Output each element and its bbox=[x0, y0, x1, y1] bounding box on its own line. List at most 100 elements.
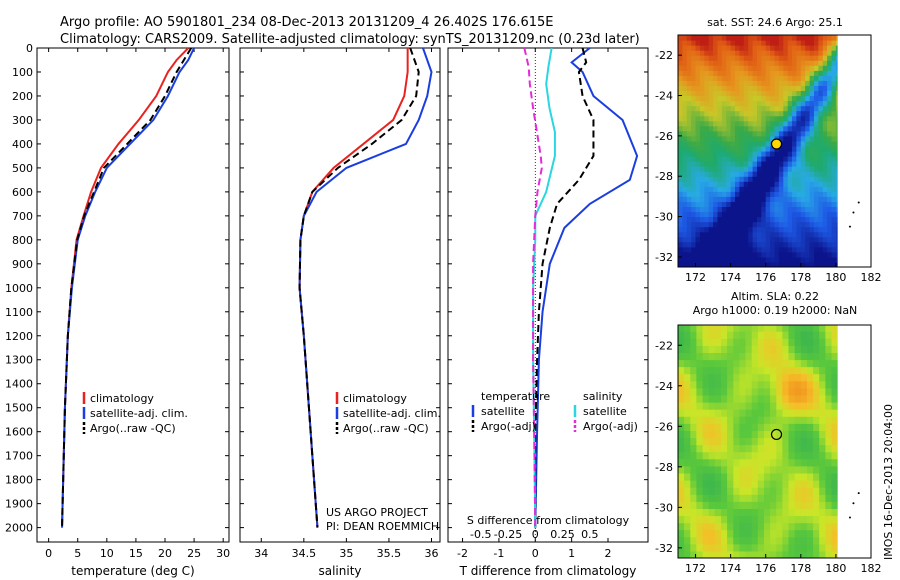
heatmap-cell bbox=[748, 110, 754, 117]
heatmap-cell bbox=[721, 444, 728, 453]
heatmap-cell bbox=[783, 120, 789, 127]
heatmap-cell bbox=[748, 246, 754, 253]
heatmap-cell bbox=[726, 191, 732, 197]
heatmap-cell bbox=[695, 60, 701, 66]
heatmap-cell bbox=[807, 402, 814, 410]
heatmap-cell bbox=[757, 120, 762, 127]
heatmap-cell bbox=[825, 472, 833, 481]
heatmap-cell bbox=[819, 366, 826, 375]
heatmap-cell bbox=[800, 130, 806, 137]
heatmap-cell bbox=[704, 201, 710, 207]
heatmap-cell bbox=[733, 465, 740, 474]
difference-legend: temperature salinity satellite Argo(-adj… bbox=[471, 390, 638, 433]
heatmap-cell bbox=[739, 515, 747, 524]
heatmap-cell bbox=[813, 550, 820, 558]
heatmap-cell bbox=[822, 35, 828, 41]
heatmap-cell bbox=[730, 196, 736, 202]
heatmap-cell bbox=[813, 394, 820, 403]
heatmap-cell bbox=[800, 156, 806, 162]
heatmap-cell bbox=[699, 135, 705, 142]
heatmap-cell bbox=[757, 115, 762, 122]
heatmap-cell bbox=[713, 251, 719, 258]
heatmap-cell bbox=[713, 100, 719, 107]
heatmap-cell bbox=[805, 262, 811, 267]
heatmap-cell bbox=[735, 75, 740, 81]
heatmap-cell bbox=[783, 135, 789, 142]
heatmap-cell bbox=[757, 130, 762, 137]
heatmap-cell bbox=[822, 191, 828, 197]
heatmap-cell bbox=[787, 90, 793, 97]
heatmap-cell bbox=[782, 465, 790, 474]
heatmap-cell bbox=[696, 352, 704, 361]
heatmap-cell bbox=[721, 166, 727, 172]
heatmap-cell bbox=[695, 221, 701, 228]
heatmap-cell bbox=[805, 105, 811, 112]
heatmap-cell bbox=[774, 186, 780, 192]
heatmap-cell bbox=[684, 458, 691, 467]
heatmap-cell bbox=[678, 196, 683, 202]
heatmap-cell bbox=[822, 176, 828, 182]
heatmap-cell bbox=[745, 345, 753, 353]
heatmap-cell bbox=[682, 262, 688, 267]
heatmap-cell bbox=[792, 65, 797, 71]
temperature-series bbox=[61, 48, 195, 528]
heatmap-cell bbox=[809, 135, 815, 142]
heatmap-cell bbox=[735, 216, 740, 223]
heatmap-cell bbox=[787, 125, 793, 132]
heatmap-cell bbox=[739, 325, 747, 332]
heatmap-cell bbox=[699, 60, 705, 66]
heatmap-cell bbox=[770, 100, 776, 107]
heatmap-cell bbox=[809, 125, 815, 132]
heatmap-cell bbox=[696, 366, 704, 375]
heatmap-cell bbox=[765, 45, 771, 51]
heatmap-cell bbox=[717, 115, 723, 122]
heatmap-cell bbox=[702, 494, 710, 502]
heatmap-cell bbox=[778, 65, 784, 71]
heatmap-cell bbox=[752, 241, 758, 248]
x-tick-label: 0 bbox=[45, 547, 52, 560]
heatmap-cell bbox=[678, 262, 683, 267]
heatmap-cell bbox=[708, 130, 714, 137]
heatmap-cell bbox=[778, 120, 784, 127]
heatmap-cell bbox=[757, 90, 762, 97]
heatmap-cell bbox=[818, 156, 824, 162]
heatmap-cell bbox=[792, 40, 797, 46]
heatmap-cell bbox=[783, 221, 789, 228]
heatmap-cell bbox=[827, 70, 833, 76]
heatmap-cell bbox=[751, 331, 759, 339]
heatmap-cell bbox=[796, 262, 802, 267]
heatmap-cell bbox=[743, 125, 749, 132]
heatmap-cell bbox=[757, 156, 762, 162]
heatmap-cell bbox=[827, 130, 833, 137]
heatmap-cell bbox=[708, 380, 716, 389]
heatmap-cell bbox=[721, 366, 728, 375]
heatmap-cell bbox=[765, 50, 771, 56]
heatmap-cell bbox=[691, 211, 697, 218]
heatmap-cell bbox=[751, 508, 759, 517]
heatmap-cell bbox=[684, 437, 691, 446]
heatmap-cell bbox=[805, 35, 811, 41]
heatmap-cell bbox=[730, 231, 736, 238]
heatmap-cell bbox=[682, 135, 688, 142]
heatmap-cell bbox=[761, 100, 767, 107]
heatmap-cell bbox=[800, 45, 806, 51]
heatmap-cell bbox=[757, 140, 762, 147]
heatmap-cell bbox=[787, 256, 793, 263]
heatmap-cell bbox=[751, 522, 759, 531]
heatmap-cell bbox=[770, 120, 776, 127]
heatmap-cell bbox=[691, 100, 697, 107]
heatmap-cell bbox=[713, 110, 719, 117]
heatmap-cell bbox=[733, 543, 740, 552]
heatmap-cell bbox=[717, 156, 723, 162]
heatmap-cell bbox=[818, 60, 824, 66]
heatmap-cell bbox=[770, 251, 776, 258]
heatmap-cell bbox=[678, 458, 685, 467]
heatmap-cell bbox=[792, 95, 797, 102]
heatmap-cell bbox=[827, 85, 833, 91]
heatmap-cell bbox=[765, 166, 771, 172]
heatmap-cell bbox=[818, 216, 824, 223]
heatmap-cell bbox=[788, 480, 796, 488]
heatmap-cell bbox=[713, 80, 719, 86]
heatmap-cell bbox=[726, 90, 732, 97]
heatmap-cell bbox=[678, 256, 683, 263]
